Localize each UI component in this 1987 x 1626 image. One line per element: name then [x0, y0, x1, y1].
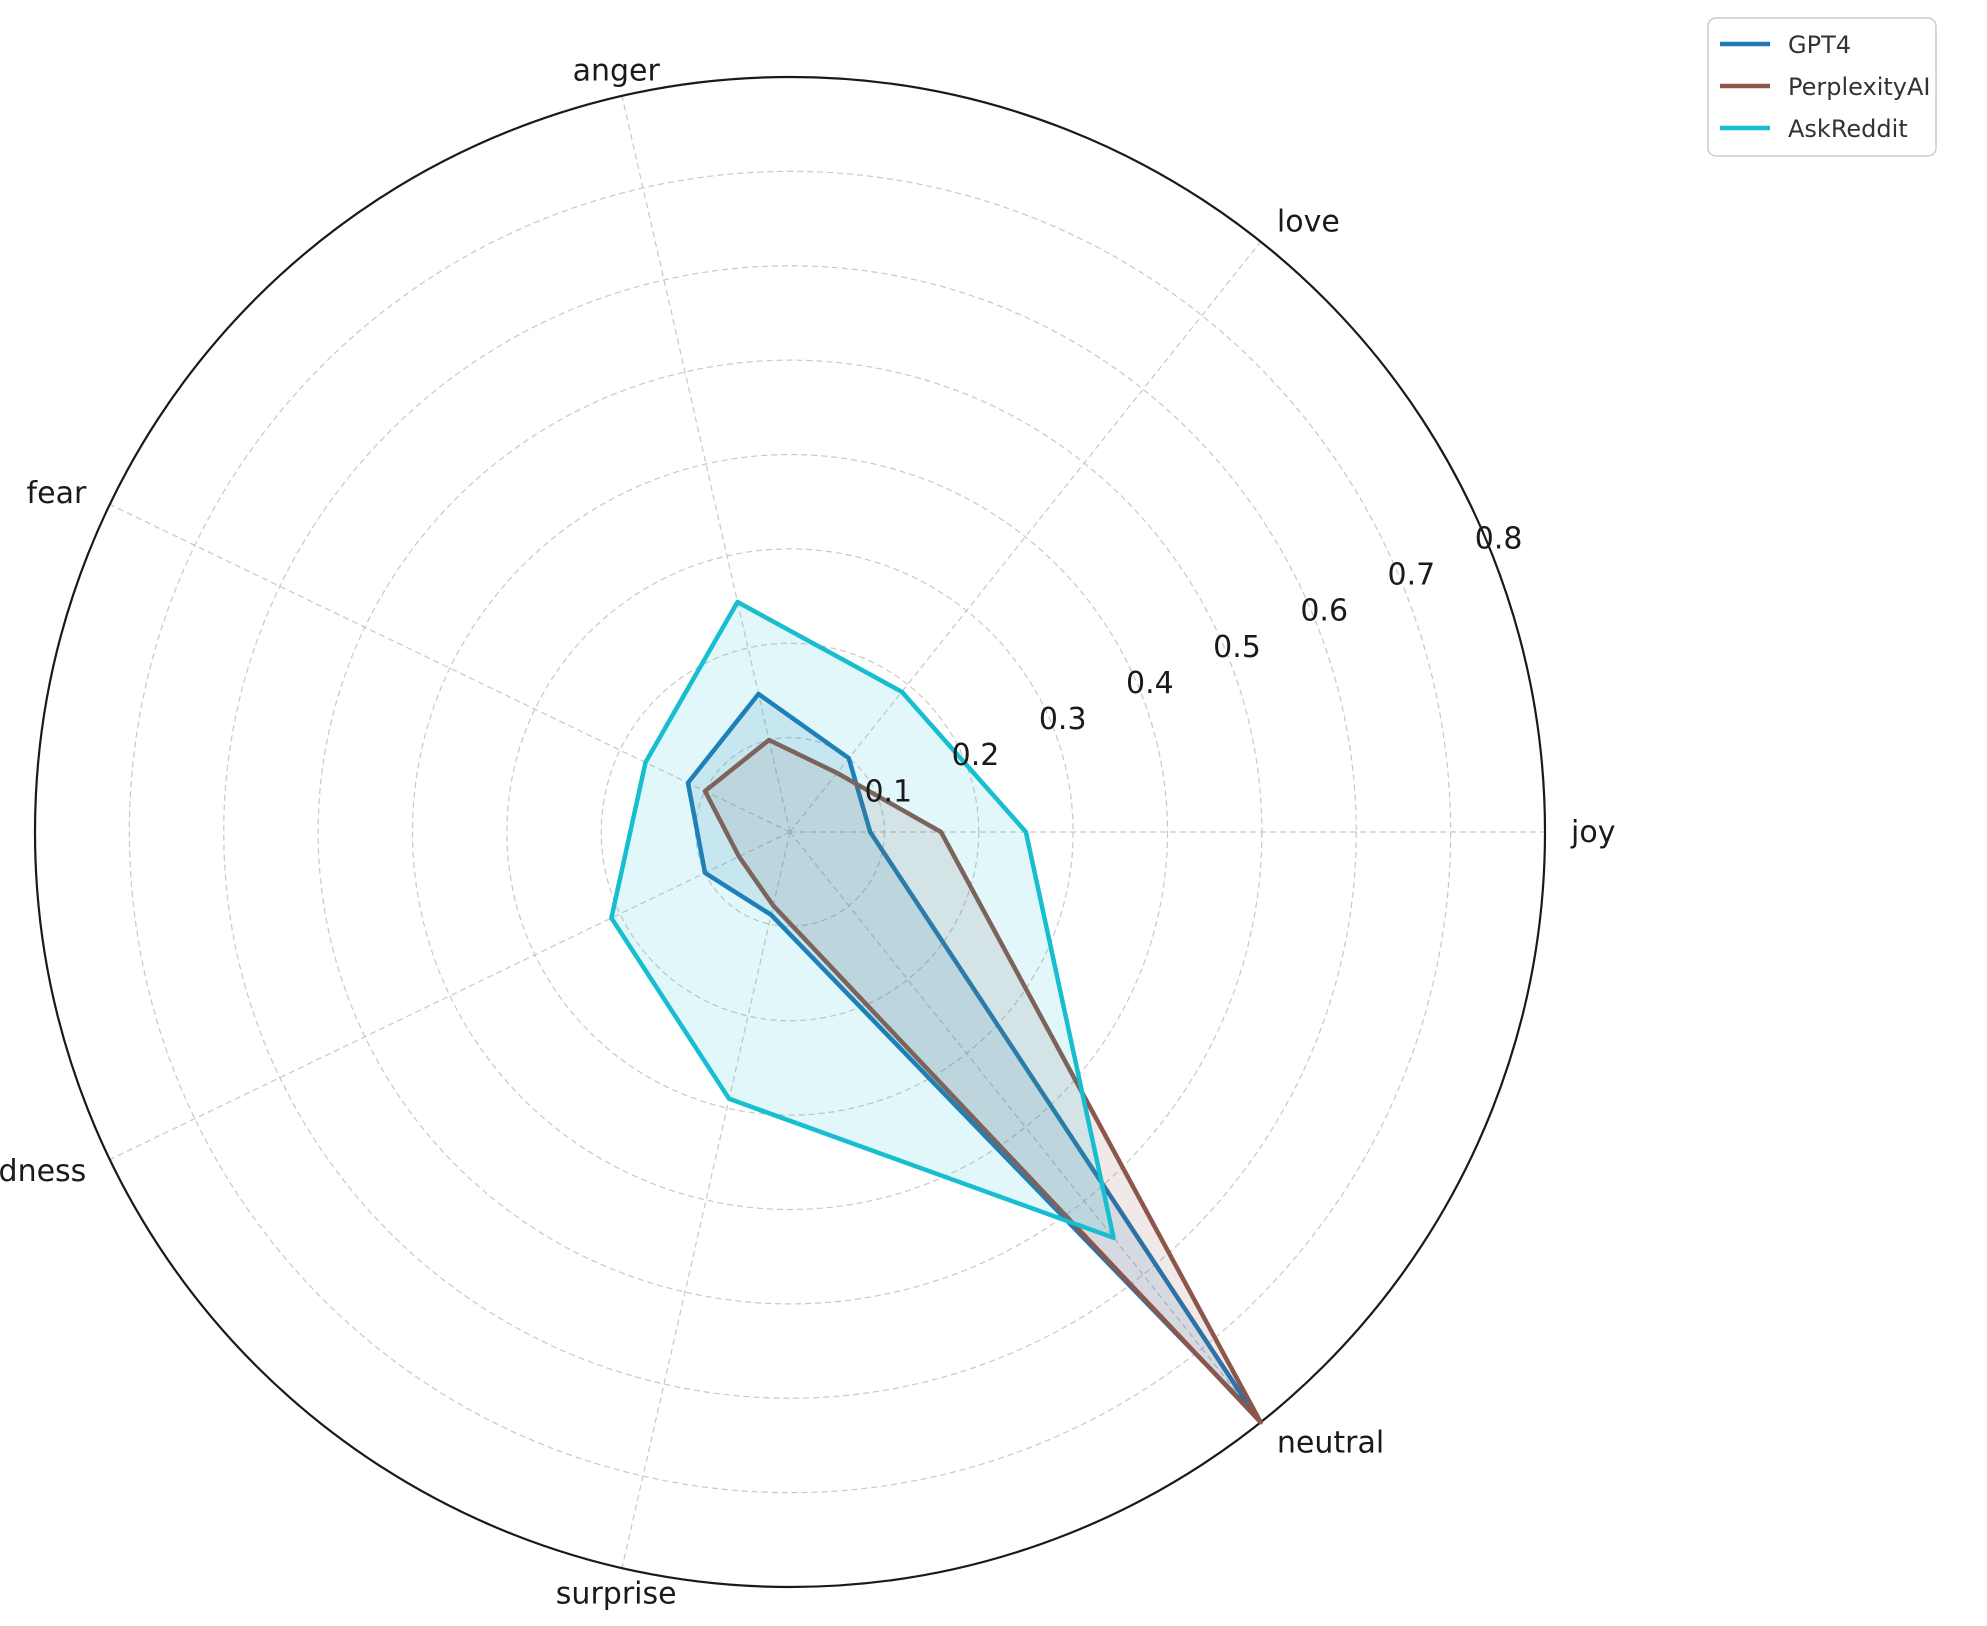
series-line-askreddit	[609, 599, 1116, 1241]
category-label-love: love	[1277, 204, 1340, 239]
grid-spoke	[109, 503, 791, 833]
category-label-neutral: neutral	[1277, 1426, 1384, 1461]
category-label-joy: joy	[1570, 815, 1615, 850]
grid-ring	[411, 453, 1169, 1211]
radial-tick-label: 0.3	[1039, 702, 1087, 737]
grid-spoke	[789, 831, 1262, 1423]
category-label-fear: fear	[27, 476, 87, 511]
label-layer: joy love anger fear sadness surprise neutral 0.…	[0, 54, 1615, 1612]
grid-spoke	[109, 831, 791, 1161]
series-area-perplexityai	[705, 740, 1261, 1423]
legend: GPT4 PerplexityAI AskReddit	[1707, 17, 1937, 157]
radial-tick-label: 0.6	[1300, 594, 1348, 629]
grid-ring	[600, 642, 980, 1022]
radial-tick-label: 0.7	[1388, 558, 1436, 593]
legend-label-askreddit: AskReddit	[1788, 115, 1908, 143]
grid-spoke	[621, 95, 791, 833]
radial-tick-label: 0.4	[1126, 666, 1174, 701]
grid-spoke	[621, 831, 791, 1569]
category-label-sadness: sadness	[0, 1154, 86, 1189]
radial-tick-label: 0.8	[1475, 522, 1523, 557]
radial-tick-label: 0.1	[864, 774, 912, 809]
radial-tick-label: 0.5	[1213, 630, 1261, 665]
category-label-anger: anger	[573, 54, 661, 89]
grid-spoke	[789, 241, 1262, 833]
legend-label-perplexityai: PerplexityAI	[1788, 73, 1930, 101]
grid-ring	[223, 265, 1357, 1399]
outer-ring	[33, 75, 1547, 1589]
legend-label-gpt4: GPT4	[1788, 31, 1851, 59]
grid-layer	[33, 75, 1547, 1589]
series-area-askreddit	[611, 602, 1114, 1238]
radial-tick-label: 0.2	[952, 738, 1000, 773]
series-line-perplexityai	[702, 737, 1263, 1425]
category-label-surprise: surprise	[556, 1576, 677, 1611]
legend-frame	[1707, 17, 1937, 157]
series-layer	[609, 599, 1263, 1425]
